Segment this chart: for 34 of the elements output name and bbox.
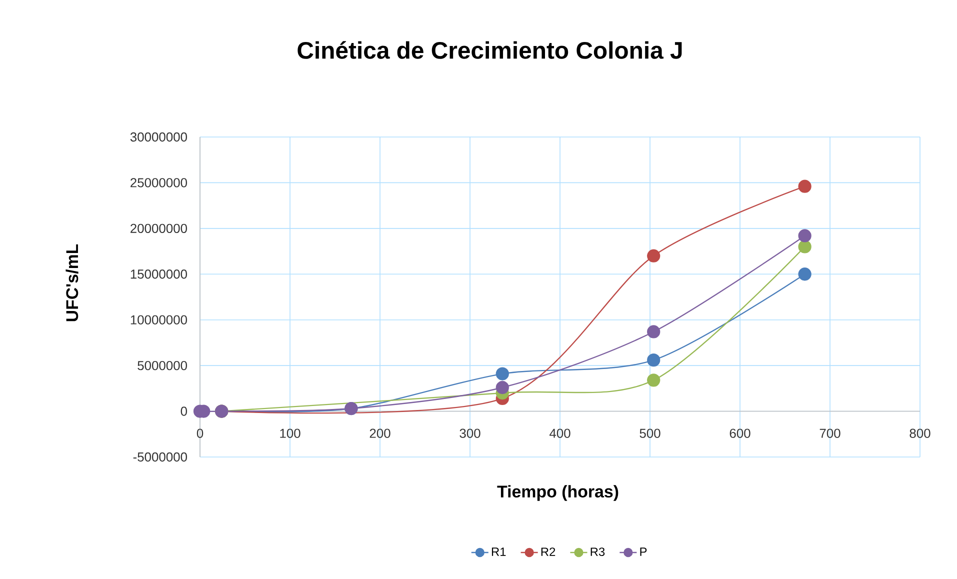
x-tick-label: 200 xyxy=(370,428,390,438)
point xyxy=(647,249,660,262)
x-tick-label: 700 xyxy=(820,428,840,438)
point xyxy=(647,374,660,387)
legend-label: R2 xyxy=(541,548,556,556)
legend-label: R3 xyxy=(590,548,605,556)
x-tick-label: 400 xyxy=(550,428,570,438)
point xyxy=(798,229,812,242)
point xyxy=(798,268,812,281)
y-tick-label: 20000000 xyxy=(130,224,188,233)
y-tick-label: 10000000 xyxy=(130,315,188,324)
legend-label: R1 xyxy=(492,548,506,556)
point xyxy=(647,353,660,367)
y-tick-label: 25000000 xyxy=(130,178,188,188)
x-tick-label: 600 xyxy=(730,428,750,438)
point xyxy=(798,180,812,193)
y-tick-label: 0 xyxy=(180,406,188,416)
y-tick-label: -5000000 xyxy=(133,452,188,462)
y-tick-label: 15000000 xyxy=(130,270,188,279)
legend-label: P xyxy=(640,548,647,556)
point xyxy=(496,380,509,394)
x-tick-label: 0 xyxy=(196,428,204,438)
x-tick-label: 100 xyxy=(280,428,300,438)
x-tick-label: 800 xyxy=(910,428,930,438)
point xyxy=(798,240,812,254)
chart-title: Cinética de Crecimiento Colonia J xyxy=(298,41,682,59)
point xyxy=(496,367,509,380)
y-tick-label: 5000000 xyxy=(138,360,188,370)
x-axis-title: Tiempo (horas) xyxy=(497,485,618,501)
x-tick-label: 300 xyxy=(460,428,480,438)
x-tick-label: 500 xyxy=(640,428,660,438)
point xyxy=(647,325,660,338)
y-axis-title: UFC's/mL xyxy=(66,244,78,322)
y-tick-label: 30000000 xyxy=(130,132,188,142)
